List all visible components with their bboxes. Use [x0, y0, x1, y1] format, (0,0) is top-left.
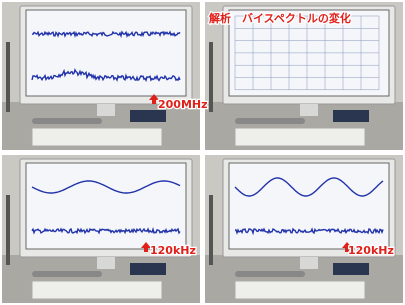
- frequency-label: 120kHz: [348, 244, 394, 257]
- screen: [26, 163, 186, 249]
- stand: [97, 104, 115, 116]
- panel-title: 解析 バイスペクトルの変化: [209, 11, 351, 25]
- device: [333, 110, 369, 122]
- rod: [235, 271, 305, 277]
- tripod: [6, 42, 10, 112]
- tripod: [209, 42, 213, 112]
- keyboard: [32, 281, 162, 299]
- page: {"panels": [{"label": "200MHz"}, {"title…: [0, 0, 405, 305]
- photo-collage: 200MHz 解析 バイスペクトルの変化 120kHz 120kHz: [0, 0, 405, 305]
- screen: [26, 10, 186, 96]
- device: [130, 263, 166, 275]
- keyboard: [235, 281, 365, 299]
- stand: [300, 257, 318, 269]
- screen: [229, 163, 389, 249]
- rod: [32, 118, 102, 124]
- device: [130, 110, 166, 122]
- rod: [235, 118, 305, 124]
- frequency-label: 200MHz: [158, 98, 208, 111]
- stand: [300, 104, 318, 116]
- device: [333, 263, 369, 275]
- frequency-label: 120kHz: [150, 244, 196, 257]
- keyboard: [32, 128, 162, 146]
- rod: [32, 271, 102, 277]
- tripod: [6, 195, 10, 265]
- tripod: [209, 195, 213, 265]
- stand: [97, 257, 115, 269]
- keyboard: [235, 128, 365, 146]
